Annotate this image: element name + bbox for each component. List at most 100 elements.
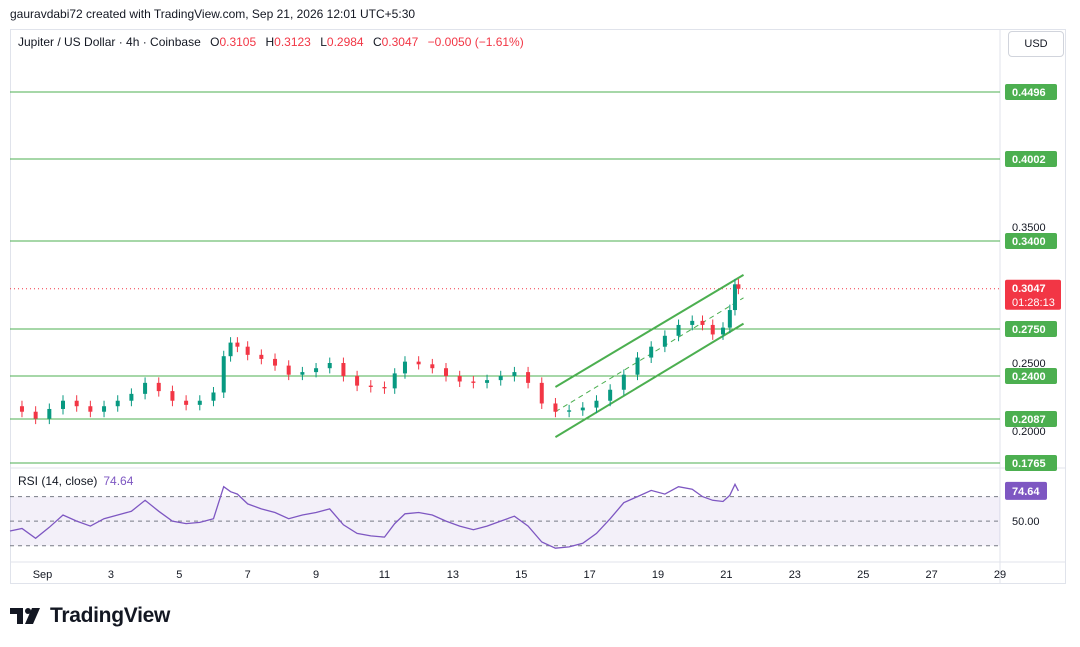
candle-body [649, 346, 654, 358]
chart-credit: gauravdabi72 created with TradingView.co… [10, 7, 416, 21]
candle-body [594, 400, 599, 408]
gridlines [10, 30, 1066, 584]
currency-button[interactable]: USD [1008, 31, 1064, 57]
low-value: 0.2984 [326, 35, 364, 49]
level-lines [10, 91, 1000, 464]
level-badge-label: 0.2400 [1012, 371, 1046, 383]
symbol-title: Jupiter / US Dollar · 4h · Coinbase [18, 35, 201, 49]
level-badge [1005, 84, 1057, 100]
open-label: O [210, 35, 220, 49]
candle-body [580, 407, 585, 411]
candle-body [211, 392, 216, 401]
rsi-legend: RSI (14, close) 74.64 [18, 474, 133, 488]
open-value: 0.3105 [219, 35, 257, 49]
chart-frame [10, 29, 1066, 584]
candle-body [102, 406, 107, 412]
candle-body [382, 386, 387, 389]
candle-body [259, 354, 264, 359]
price-change: −0.0050 (−1.61%) [427, 35, 524, 49]
countdown-label: 01:28:13 [1012, 297, 1055, 309]
candle-body [300, 372, 305, 375]
level-badge [1005, 321, 1057, 337]
high-label: H [265, 35, 275, 49]
candle-body [355, 376, 360, 386]
candle-body [129, 393, 134, 401]
candle-body [498, 376, 503, 381]
tradingview-brand[interactable]: TradingView [10, 604, 170, 628]
last-price-label: 0.3047 [1012, 283, 1046, 295]
candle-body [676, 324, 681, 336]
time-tick-label: 3 [108, 569, 114, 581]
candle-body [444, 368, 449, 376]
candle-body [457, 376, 462, 382]
candle-body [736, 284, 741, 289]
candle-body [19, 406, 24, 412]
candle-body [721, 327, 726, 335]
candle-body [88, 406, 93, 412]
candle-body [416, 361, 421, 365]
close-value: 0.3047 [381, 35, 419, 49]
level-badge [1005, 455, 1057, 471]
candle-body [170, 391, 175, 401]
channel-lower-line [554, 322, 745, 438]
time-axis: Sep 3 5 7 9 11 13 15 17 19 21 23 25 27 29 [33, 569, 1006, 581]
time-tick-label: 25 [857, 569, 869, 581]
candle-body [402, 361, 407, 374]
price-tick-label: 0.3500 [1012, 222, 1046, 234]
time-tick-label: 27 [925, 569, 937, 581]
tradingview-logo-icon [10, 608, 40, 624]
candles [19, 278, 741, 425]
candle-body [512, 372, 517, 376]
candle-body [197, 400, 202, 405]
level-badge [1005, 411, 1057, 427]
time-tick-label: 9 [313, 569, 319, 581]
high-value: 0.3123 [274, 35, 311, 49]
candle-body [228, 342, 233, 357]
rsi-badge-label: 74.64 [1012, 486, 1040, 498]
candle-body [662, 335, 667, 347]
candle-body [184, 400, 189, 405]
rsi-value-badge [1005, 481, 1047, 500]
level-badge [1005, 151, 1057, 167]
candle-body [368, 385, 373, 387]
candle-body [567, 410, 572, 412]
candle-body [143, 382, 148, 394]
candle-body [221, 356, 226, 393]
rsi-pane: 74.64 50.00 [9, 481, 1047, 549]
candle-body [621, 374, 626, 390]
candle-body [33, 411, 38, 419]
time-tick-label: 17 [584, 569, 596, 581]
time-tick-label: 7 [245, 569, 251, 581]
candle-body [245, 346, 250, 355]
candle-body [471, 381, 476, 383]
level-badge [1005, 233, 1057, 249]
candle-body [710, 324, 715, 335]
candle-body [539, 382, 544, 404]
candle-body [273, 358, 278, 366]
level-badge-label: 0.2087 [1012, 414, 1046, 426]
candle-body [727, 310, 732, 328]
time-tick-label: 23 [789, 569, 801, 581]
time-tick-label: 19 [652, 569, 664, 581]
candle-body [690, 320, 695, 325]
level-badge-label: 0.4496 [1012, 87, 1046, 99]
time-tick-label: 5 [176, 569, 182, 581]
level-badge-label: 0.3400 [1012, 236, 1046, 248]
last-price-badge [1005, 279, 1061, 310]
candle-body [74, 400, 79, 407]
time-tick-label: Sep [33, 569, 53, 581]
candle-body [553, 403, 558, 412]
rsi-line [9, 482, 739, 549]
candle-body [635, 357, 640, 375]
level-badge-label: 0.2750 [1012, 324, 1046, 336]
channel-upper-line [554, 273, 745, 388]
level-badge [1005, 368, 1057, 384]
time-tick-label: 15 [515, 569, 527, 581]
candle-body [235, 342, 240, 347]
time-tick-label: 29 [994, 569, 1006, 581]
candle-body [286, 365, 291, 375]
brand-name: TradingView [50, 604, 171, 627]
candle-body [700, 320, 705, 325]
time-tick-label: 21 [720, 569, 732, 581]
